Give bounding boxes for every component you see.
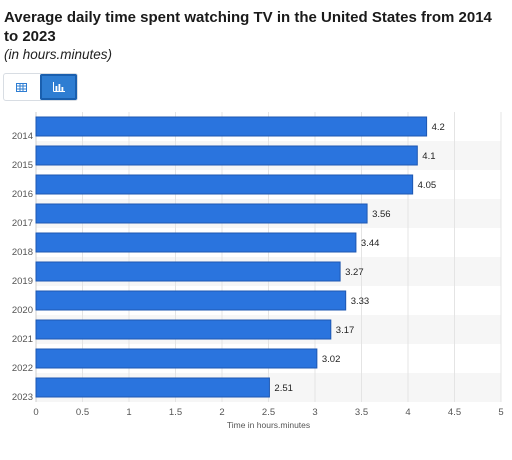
value-label-2019: 3.27: [345, 267, 364, 278]
x-tick-label: 1: [126, 407, 131, 418]
chart-view-button[interactable]: [40, 74, 77, 100]
category-label-2017: 2017: [12, 218, 33, 229]
bar-chart-icon: [52, 82, 65, 92]
x-tick-labels: 0 0.5 1 1.5 2 2.5 3 3.5 4 4.5 5: [33, 407, 503, 418]
category-labels: 2014 2015 2016 2017 2018 2019 2020 2021 2022 2023: [12, 131, 33, 403]
category-label-2015: 2015: [12, 160, 33, 171]
category-label-2021: 2021: [12, 334, 33, 345]
table-icon: [16, 82, 27, 92]
view-toggle: [3, 73, 78, 101]
category-label-2020: 2020: [12, 305, 33, 316]
x-tick-label: 3: [312, 407, 317, 418]
x-tick-label: 1.5: [169, 407, 182, 418]
x-tick-label: 2.5: [262, 407, 275, 418]
bar-chart: 4.24.14.053.563.443.273.333.173.022.51 2…: [12, 112, 504, 430]
x-tick-label: 2: [219, 407, 224, 418]
x-axis-title: Time in hours.minutes: [227, 420, 310, 430]
value-labels: 4.2 4.1 4.05 3.56 3.44 3.27 3.33 3.17 3.02 2.51: [274, 122, 444, 394]
bar-2020[interactable]: [35, 290, 347, 311]
x-tick-label: 4: [405, 407, 410, 418]
chart-title: Average daily time spent watching TV in …: [4, 9, 492, 45]
bars: [35, 116, 428, 398]
category-label-2014: 2014: [12, 131, 33, 142]
value-label-2018: 3.44: [361, 238, 380, 249]
value-label-2014: 4.2: [432, 122, 445, 133]
x-tick-label: 0.5: [76, 407, 89, 418]
bar-2016[interactable]: [35, 174, 414, 195]
bar-2022[interactable]: [35, 348, 318, 369]
table-view-button[interactable]: [4, 74, 39, 100]
value-label-2015: 4.1: [422, 151, 435, 162]
bar-2023[interactable]: [35, 377, 270, 398]
value-label-2017: 3.56: [372, 209, 391, 220]
bar-2014[interactable]: [35, 116, 428, 137]
category-label-2018: 2018: [12, 247, 33, 258]
category-label-2022: 2022: [12, 363, 33, 374]
value-label-2022: 3.02: [322, 354, 341, 365]
bar-2015[interactable]: [35, 145, 418, 166]
value-label-2020: 3.33: [351, 296, 370, 307]
chart-subtitle: (in hours.minutes): [4, 47, 113, 62]
value-label-2021: 3.17: [336, 325, 355, 336]
value-label-2016: 4.05: [418, 180, 437, 191]
value-label-2023: 2.51: [274, 383, 293, 394]
x-tick-label: 3.5: [355, 407, 368, 418]
bar-2021[interactable]: [35, 319, 332, 340]
category-label-2019: 2019: [12, 276, 33, 287]
x-tick-label: 5: [498, 407, 503, 418]
x-tick-label: 4.5: [448, 407, 461, 418]
x-tick-label: 0: [33, 407, 38, 418]
bar-2019[interactable]: [35, 261, 341, 282]
category-label-2023: 2023: [12, 392, 33, 403]
category-label-2016: 2016: [12, 189, 33, 200]
bar-2018[interactable]: [35, 232, 357, 253]
bar-2017[interactable]: [35, 203, 368, 224]
